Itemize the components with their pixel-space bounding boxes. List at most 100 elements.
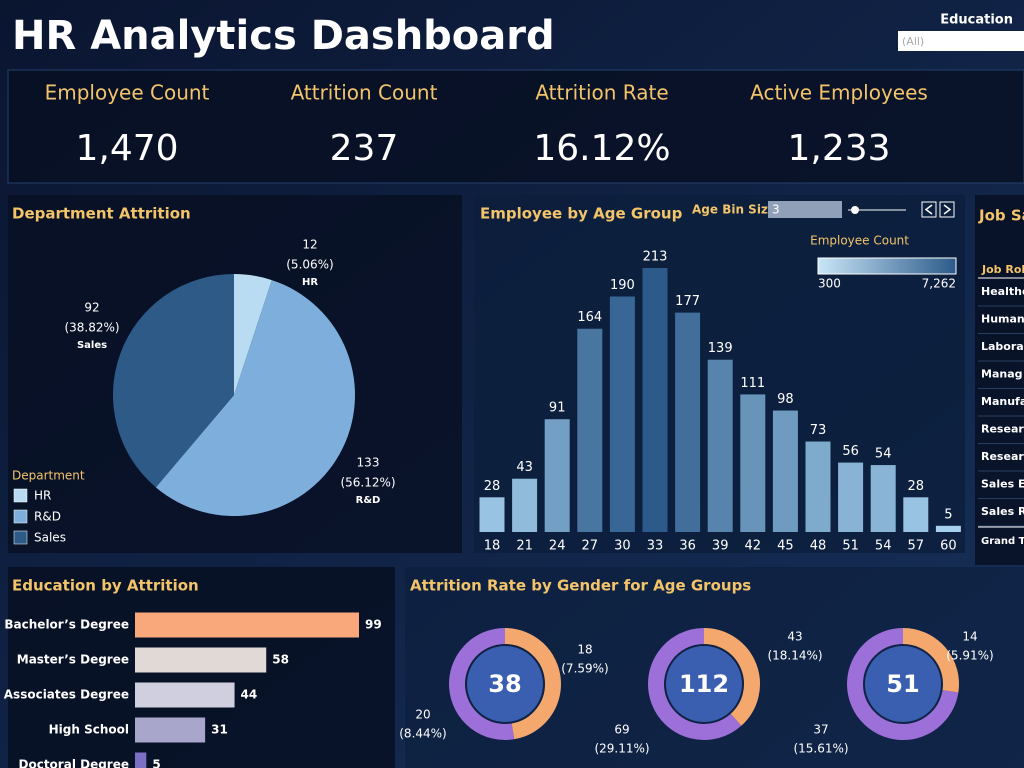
panel-title: Job Sa (978, 207, 1024, 225)
pie-slice (234, 274, 272, 395)
legend-title: Employee Count (810, 234, 909, 248)
slice-name: HR (302, 277, 318, 288)
bar-label: 28 (484, 479, 501, 494)
x-tick-label: 42 (745, 539, 762, 554)
x-tick-label: 60 (940, 539, 957, 554)
bar (740, 394, 766, 532)
bar-label: 54 (875, 447, 892, 462)
donut-center (467, 646, 543, 722)
panel-title: Education by Attrition (12, 577, 199, 595)
bin-label: Age Bin Size (692, 203, 776, 217)
bar (577, 328, 603, 532)
bin-input[interactable] (768, 201, 842, 218)
bar (479, 497, 505, 532)
donut-segment (847, 628, 959, 740)
x-tick-label: 36 (679, 539, 696, 554)
job-role: Manag (981, 368, 1023, 381)
bar-label: 73 (810, 423, 827, 438)
job-role: Sales E (981, 478, 1024, 491)
bar-label: 5 (944, 507, 952, 522)
job-role: Human (981, 313, 1024, 326)
kpi-value: 1,470 (75, 128, 178, 169)
donut-segment (902, 628, 959, 693)
job-panel (975, 195, 1024, 565)
bar (135, 752, 147, 768)
job-role: Healthc (981, 285, 1024, 298)
slice-percent: (5.06%) (286, 258, 333, 272)
segment-value: 14 (962, 630, 977, 644)
segment-percent: (29.11%) (594, 742, 649, 756)
job-role: Sales R (981, 505, 1024, 518)
bar-label: 43 (516, 460, 533, 475)
legend-label: HR (34, 489, 51, 503)
x-tick-label: 45 (777, 539, 794, 554)
donut-center (666, 646, 742, 722)
bar-label: 5 (152, 758, 160, 768)
legend-label: R&D (34, 510, 61, 524)
kpi-value: 16.12% (533, 128, 670, 169)
prev-button[interactable] (921, 201, 937, 218)
slice-value: 133 (357, 456, 380, 470)
panel-title: Attrition Rate by Gender for Age Groups (410, 577, 751, 595)
bar (642, 268, 668, 532)
filter-value: (All) (902, 35, 924, 48)
pie-slice (155, 280, 356, 517)
segment-value: 18 (577, 643, 592, 657)
bar-label: 28 (908, 479, 925, 494)
bar (135, 682, 235, 708)
x-tick-label: 54 (875, 539, 892, 554)
bar (935, 525, 961, 532)
pie-slice (113, 274, 234, 488)
filter-dropdown[interactable] (898, 31, 1024, 51)
kpi-label: Active Employees (750, 81, 928, 105)
segment-percent: (15.61%) (793, 742, 848, 756)
segment-value: 37 (813, 723, 828, 737)
filter-label: Education (940, 13, 1013, 28)
bar (772, 410, 798, 532)
next-button[interactable] (939, 201, 955, 218)
bar-label: 58 (272, 653, 289, 667)
slice-percent: (56.12%) (340, 476, 395, 490)
donut-segment (703, 628, 760, 726)
bin-value: 3 (772, 203, 780, 217)
donut-total: 112 (679, 670, 729, 698)
bar-label: 177 (675, 294, 700, 309)
x-tick-label: 51 (842, 539, 859, 554)
donut-segment (449, 628, 515, 740)
bar (675, 312, 701, 532)
bar (838, 462, 864, 532)
job-role: Resear (981, 450, 1024, 463)
dashboard-title: HR Analytics Dashboard (12, 13, 555, 59)
bar (512, 478, 538, 532)
bar (609, 296, 635, 532)
bar (544, 419, 570, 532)
legend-swatch (13, 488, 28, 503)
bar-label: 56 (842, 444, 859, 459)
bar-label: 190 (610, 278, 635, 293)
bar-label: 139 (708, 341, 733, 356)
slice-value: 92 (84, 301, 99, 315)
x-tick-label: 27 (582, 539, 599, 554)
legend-swatch (13, 530, 28, 545)
legend-min: 300 (818, 277, 841, 291)
bar-label: 111 (740, 376, 765, 391)
category-label: Master’s Degree (17, 653, 129, 667)
x-tick-label: 57 (908, 539, 925, 554)
x-tick-label: 18 (484, 539, 501, 554)
kpi-panel (7, 69, 1024, 184)
legend-title: Department (12, 469, 85, 483)
bar (903, 497, 929, 532)
kpi-value: 237 (330, 128, 399, 169)
slider-thumb[interactable] (851, 206, 859, 214)
segment-value: 20 (415, 708, 430, 722)
column-header: Job Rol (981, 263, 1024, 276)
slice-name: R&D (356, 495, 381, 506)
x-tick-label: 21 (516, 539, 533, 554)
category-label: Doctoral Degree (19, 758, 130, 768)
kpi-label: Attrition Rate (535, 81, 668, 105)
bar-label: 213 (643, 250, 668, 265)
segment-value: 69 (614, 723, 629, 737)
slice-percent: (38.82%) (64, 321, 119, 335)
donut-segment (648, 628, 742, 740)
